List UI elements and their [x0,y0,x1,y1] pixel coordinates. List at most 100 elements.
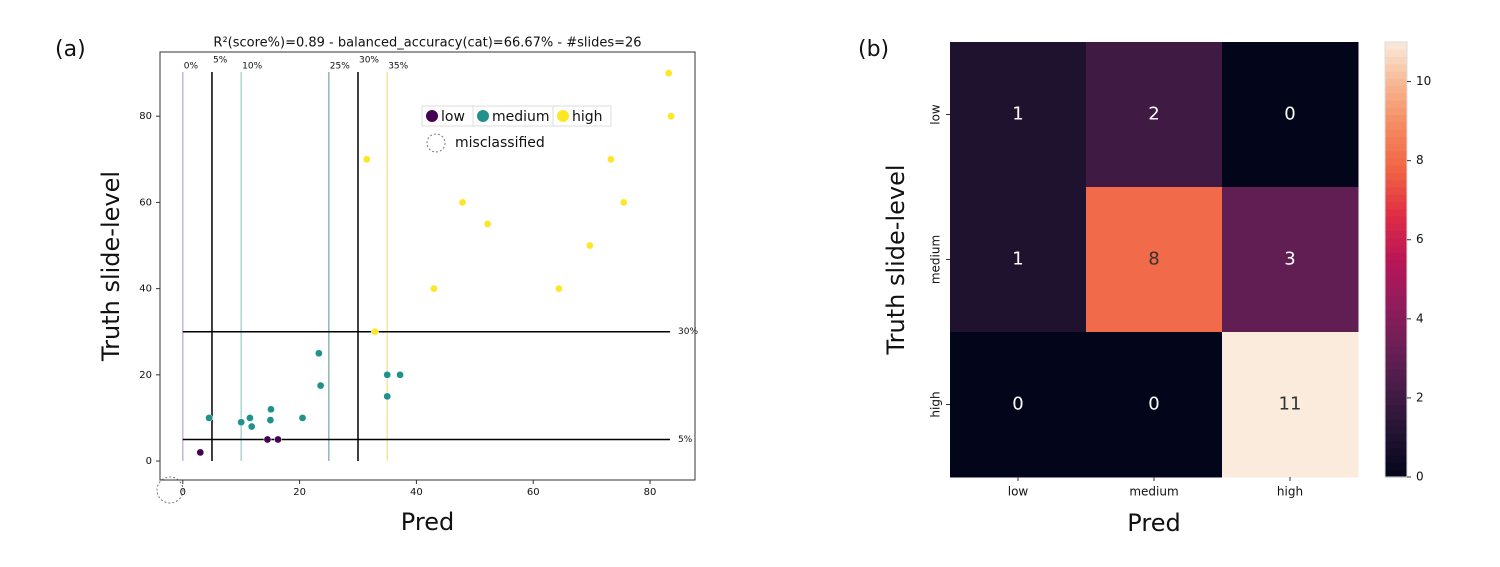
colorbar-tick-label: 2 [1416,390,1424,404]
colorbar-segment [1385,332,1407,340]
colorbar-segment [1385,440,1407,449]
threshold-label: 30% [678,327,698,337]
legend-box [552,105,612,127]
colorbar-segment [1385,317,1407,326]
colorbar-segment [1385,375,1407,384]
colorbar-segment [1385,252,1407,261]
colorbar-segment [1385,346,1407,355]
threshold-label: 0% [184,62,199,72]
colorbar-segment [1385,361,1407,369]
colorbar-segment [1385,201,1407,210]
cell-label: 0 [1148,394,1159,415]
point [362,155,371,164]
colorbar-segment [1385,78,1407,87]
heatmap-cell [1222,42,1359,188]
heatmap-cell [1222,332,1359,478]
legend-label: high [572,109,603,125]
cell-label: 1 [1012,104,1023,125]
misclassified-marker [156,476,184,504]
colorbar-segment [1385,194,1407,203]
colorbar-segment [1385,150,1407,159]
heatmap-cell [1086,187,1223,333]
legend-marker [477,110,489,122]
colorbar-segment [1385,382,1407,391]
colorbar-segment [1385,353,1407,362]
point [246,414,254,422]
colorbar-tick-label: 6 [1416,232,1424,246]
x-tick-label: 60 [527,487,540,498]
colorbar-segment [1385,324,1407,333]
cell-label: 1 [1012,249,1023,270]
colorbar-segment [1385,216,1407,224]
x-axis-label: Pred [401,508,454,536]
point [396,370,404,379]
colorbar-segment [1385,237,1407,246]
threshold-label: 10% [242,62,262,72]
colorbar-segment [1385,281,1407,290]
y-tick-label: 80 [139,111,152,122]
colorbar-segment [1385,266,1407,275]
chart-title: R²(score%)=0.89 - balanced_accuracy(cat)… [213,36,641,51]
legend-label: medium [492,109,550,125]
threshold-label: 5% [678,435,693,445]
cell-label: 11 [1279,394,1302,415]
colorbar-tick-label: 0 [1416,470,1424,484]
colorbar-segment [1385,165,1407,174]
point [664,69,673,77]
colorbar-segment [1385,42,1407,50]
point [619,198,628,207]
colorbar-segment [1385,448,1407,456]
colorbar-segment [1385,107,1407,116]
y-tick-label: low [929,104,943,125]
colorbar-segment [1385,390,1407,398]
colorbar-segment [1385,469,1407,478]
heatmap-cell [1086,332,1223,478]
x-axis-label: Pred [1127,509,1180,537]
heatmap-cell [950,42,1087,188]
colorbar-segment [1385,179,1407,188]
point [555,284,563,293]
colorbar-segment [1385,462,1407,471]
colorbar-segment [1385,419,1407,427]
point [383,370,392,379]
legend-label: low [441,109,465,125]
y-tick-label: medium [929,235,943,284]
heatmap-cell [950,187,1087,333]
colorbar-segment [1385,274,1407,282]
colorbar-segment [1385,49,1407,58]
panel-label: (b) [858,37,889,62]
cell-label: 0 [1012,394,1023,415]
colorbar-segment [1385,310,1407,319]
colorbar-frame [1384,41,1408,478]
legend-marker [426,133,446,153]
colorbar-segment [1385,433,1407,442]
point [371,327,379,336]
point [316,381,325,390]
threshold-label: 30% [359,56,379,66]
colorbar-segment [1385,85,1407,94]
legend-marker [557,110,569,122]
colorbar-segment [1385,397,1407,406]
colorbar-segment [1385,172,1407,181]
legend-marker [426,110,438,122]
point [247,422,256,431]
x-tick-label: 80 [644,487,657,498]
colorbar-tick-label: 10 [1416,74,1431,88]
colorbar-segment [1385,339,1407,348]
colorbar-segment [1385,455,1407,464]
point [274,435,282,444]
heatmap-cell [950,332,1087,478]
point [458,198,467,207]
point [667,112,675,121]
colorbar-segment [1385,426,1407,435]
colorbar-segment [1385,303,1407,311]
colorbar-segment [1385,158,1407,166]
colorbar-segment [1385,143,1407,152]
colorbar-segment [1385,230,1407,239]
point [266,416,275,424]
colorbar-segment [1385,114,1407,123]
colorbar-segment [1385,121,1407,130]
colorbar-segment [1385,71,1407,79]
colorbar-tick-label: 8 [1416,153,1424,167]
colorbar-segment [1385,136,1407,145]
